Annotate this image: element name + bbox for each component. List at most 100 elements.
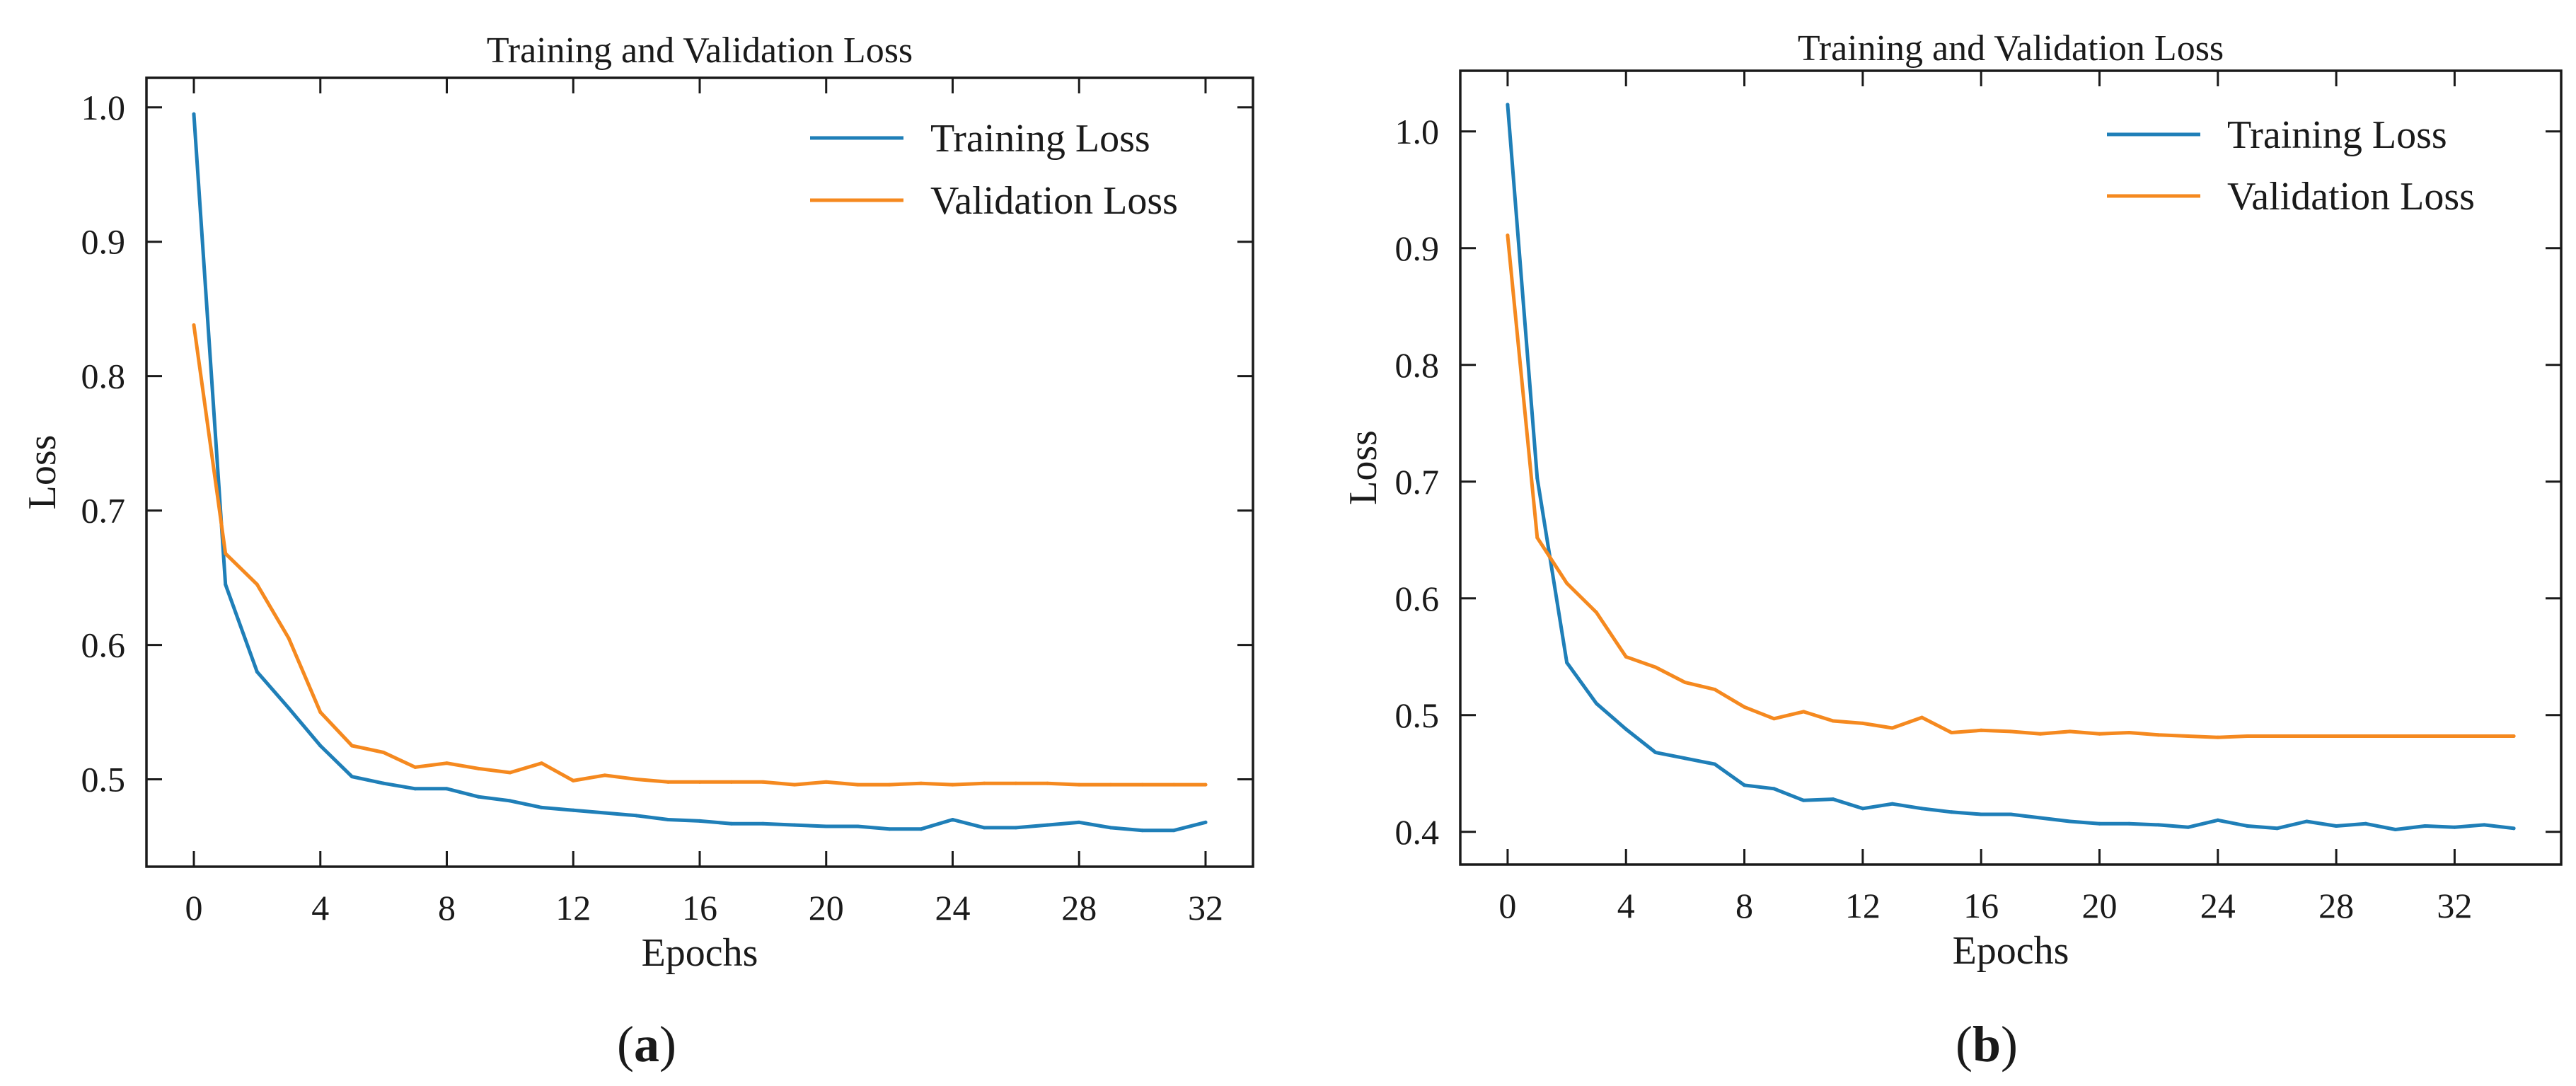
data-point-training — [2127, 821, 2131, 826]
data-point-validation — [1014, 781, 1018, 785]
data-point-training — [1565, 661, 1569, 665]
data-point-training — [2512, 826, 2516, 831]
data-point-validation — [982, 781, 986, 785]
data-point-training — [1890, 802, 1895, 806]
series-line-validation — [192, 323, 1208, 787]
data-point-training — [445, 787, 449, 791]
data-point-validation — [887, 782, 891, 787]
x-tick-label: 16 — [682, 888, 717, 928]
data-point-training — [476, 795, 480, 799]
x-tick-label: 20 — [2081, 886, 2117, 925]
data-point-validation — [2512, 734, 2516, 738]
data-point-training — [1979, 812, 1983, 816]
y-tick-label: 1.0 — [1395, 112, 1440, 151]
data-point-training — [1920, 807, 1924, 811]
data-point-training — [729, 821, 734, 826]
data-point-training — [2246, 824, 2250, 828]
x-tick-label: 24 — [935, 888, 970, 928]
data-point-training — [1506, 103, 1510, 107]
data-point-validation — [666, 780, 670, 784]
data-point-training — [792, 823, 797, 827]
data-point-validation — [318, 710, 323, 715]
data-point-validation — [2482, 734, 2486, 738]
data-point-validation — [1949, 731, 1953, 735]
data-point-training — [2038, 816, 2043, 820]
data-point-validation — [1890, 726, 1895, 730]
panel-caption: (b) — [1956, 1016, 2018, 1073]
y-axis-label: Loss — [1341, 430, 1385, 505]
data-point-validation — [824, 780, 828, 784]
data-point-validation — [571, 778, 575, 782]
data-point-validation — [792, 782, 797, 787]
x-tick-label: 0 — [1498, 886, 1516, 925]
data-point-training — [540, 805, 544, 809]
data-point-validation — [476, 766, 480, 770]
legend-label-validation: Validation Loss — [2227, 175, 2475, 219]
x-tick-label: 32 — [1188, 888, 1223, 928]
data-point-training — [1653, 751, 1658, 755]
data-point-validation — [1920, 715, 1924, 720]
data-point-validation — [1077, 782, 1081, 787]
data-point-validation — [255, 582, 259, 587]
caption-close-paren: ) — [659, 1016, 676, 1073]
legend-label-training: Training Loss — [2227, 113, 2447, 157]
data-point-training — [224, 582, 228, 587]
data-point-training — [2156, 823, 2161, 827]
data-point-validation — [192, 323, 196, 328]
data-point-validation — [2304, 734, 2309, 738]
y-tick-label: 0.9 — [81, 222, 126, 262]
data-point-training — [666, 818, 670, 822]
data-point-validation — [2246, 734, 2250, 738]
y-tick-label: 0.5 — [81, 760, 126, 799]
data-point-training — [350, 775, 354, 779]
data-point-validation — [2009, 729, 2013, 734]
x-tick-label: 16 — [1963, 886, 1999, 925]
x-tick-label: 4 — [1617, 886, 1635, 925]
data-point-validation — [1801, 710, 1806, 714]
data-point-training — [1594, 701, 1598, 705]
data-point-training — [192, 112, 196, 116]
data-point-validation — [1594, 611, 1598, 615]
data-point-training — [2304, 819, 2309, 824]
y-tick-label: 0.4 — [1395, 812, 1440, 852]
data-point-validation — [950, 782, 954, 787]
data-point-validation — [2097, 732, 2101, 736]
data-point-validation — [2334, 734, 2338, 738]
data-point-validation — [855, 782, 860, 787]
x-tick-label: 20 — [809, 888, 844, 928]
data-point-training — [2275, 826, 2279, 831]
data-point-training — [1077, 820, 1081, 824]
data-point-validation — [603, 773, 607, 778]
data-point-training — [2216, 818, 2220, 822]
data-point-validation — [1713, 688, 1717, 691]
data-point-validation — [2068, 729, 2072, 734]
data-point-validation — [287, 636, 291, 640]
panel-caption: (a) — [617, 1016, 676, 1073]
legend-label-validation: Validation Loss — [930, 179, 1178, 223]
x-axis-label: Epochs — [1953, 929, 2069, 973]
data-point-validation — [1653, 665, 1658, 669]
data-point-validation — [1565, 581, 1569, 585]
data-point-training — [2334, 824, 2338, 828]
data-point-training — [887, 827, 891, 831]
series-line-validation — [1506, 233, 2516, 739]
data-point-training — [982, 826, 986, 830]
data-point-training — [1683, 756, 1687, 761]
data-point-validation — [2216, 735, 2220, 739]
data-point-validation — [2452, 734, 2456, 738]
x-tick-label: 0 — [185, 888, 203, 928]
x-tick-label: 4 — [311, 888, 329, 928]
y-tick-label: 0.8 — [81, 357, 126, 396]
y-axis-label: Loss — [21, 435, 64, 510]
data-point-training — [2186, 825, 2190, 829]
x-tick-label: 28 — [2318, 886, 2354, 925]
x-tick-label: 8 — [438, 888, 456, 928]
y-tick-label: 0.9 — [1395, 229, 1440, 268]
y-tick-label: 0.7 — [81, 491, 126, 531]
data-point-training — [1743, 783, 1747, 787]
chart-panel-b: 0 4 8 12 16 20 24 28 32 0.4 0.5 0.6 0.7 0.8 0.9 1.0 Trai… — [1341, 28, 2563, 1073]
data-point-validation — [1861, 721, 1865, 725]
data-point-training — [255, 670, 259, 674]
x-tick-label: 28 — [1061, 888, 1097, 928]
